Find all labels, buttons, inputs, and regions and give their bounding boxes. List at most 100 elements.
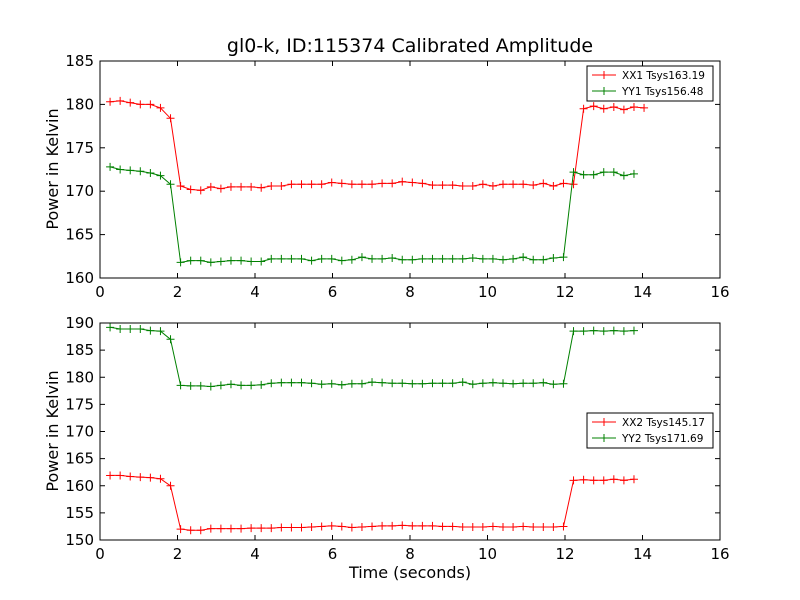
data-point-marker bbox=[448, 522, 457, 531]
data-point-marker bbox=[619, 476, 628, 485]
x-tick-label: 12 bbox=[555, 283, 574, 301]
data-point-marker bbox=[398, 379, 407, 388]
data-point-marker bbox=[368, 180, 377, 189]
data-point-marker bbox=[307, 180, 316, 189]
data-point-marker bbox=[478, 522, 487, 531]
data-point-marker bbox=[579, 104, 588, 113]
data-point-marker bbox=[287, 254, 296, 263]
data-point-marker bbox=[317, 180, 326, 189]
data-point-marker bbox=[327, 521, 336, 530]
data-point-marker bbox=[569, 168, 578, 177]
data-point-marker bbox=[226, 182, 235, 191]
data-point-marker bbox=[629, 326, 638, 335]
data-point-marker bbox=[499, 522, 507, 531]
data-point-marker bbox=[166, 180, 175, 189]
x-tick-label: 8 bbox=[405, 283, 415, 301]
data-point-marker bbox=[357, 379, 366, 388]
data-point-marker bbox=[579, 475, 588, 484]
x-tick-label: 16 bbox=[710, 545, 729, 563]
data-point-marker bbox=[146, 473, 155, 482]
data-point-marker bbox=[448, 379, 457, 388]
data-point-marker bbox=[337, 522, 346, 531]
x-tick-label: 10 bbox=[478, 545, 497, 563]
data-point-marker bbox=[388, 379, 397, 388]
data-point-marker bbox=[337, 256, 346, 265]
data-point-marker bbox=[347, 523, 356, 532]
data-point-marker bbox=[297, 378, 306, 387]
data-point-marker bbox=[428, 254, 437, 263]
data-point-marker bbox=[176, 181, 185, 190]
data-point-marker bbox=[106, 471, 115, 480]
legend-entry-label: YY1 Tsys156.48 bbox=[621, 86, 703, 98]
y-tick-label: 190 bbox=[65, 314, 94, 332]
legend-swatch-marker bbox=[600, 418, 608, 426]
data-point-marker bbox=[378, 378, 387, 387]
data-point-marker bbox=[388, 179, 397, 188]
y-tick-label: 155 bbox=[65, 504, 94, 522]
data-point-marker bbox=[509, 254, 518, 263]
data-point-marker bbox=[257, 183, 266, 192]
data-point-marker bbox=[579, 327, 588, 336]
data-point-marker bbox=[237, 524, 246, 533]
x-tick-label: 12 bbox=[555, 545, 574, 563]
data-point-marker bbox=[146, 326, 155, 335]
data-point-marker bbox=[327, 254, 336, 263]
data-point-marker bbox=[317, 254, 326, 263]
data-point-marker bbox=[629, 475, 638, 484]
data-point-marker bbox=[458, 522, 467, 531]
data-point-marker bbox=[458, 378, 467, 387]
data-point-marker bbox=[277, 378, 286, 387]
legend-entry-label: YY2 Tsys171.69 bbox=[621, 433, 703, 445]
data-point-marker bbox=[539, 179, 548, 188]
data-point-marker bbox=[589, 102, 598, 111]
data-point-marker bbox=[206, 258, 215, 267]
data-point-marker bbox=[408, 379, 417, 388]
data-point-marker bbox=[539, 522, 548, 531]
data-point-marker bbox=[176, 525, 185, 534]
data-point-marker bbox=[388, 521, 397, 530]
data-point-marker bbox=[226, 524, 235, 533]
y-axis-label-top: Power in Kelvin bbox=[43, 108, 62, 229]
data-point-marker bbox=[519, 180, 528, 189]
x-tick-label: 4 bbox=[250, 283, 260, 301]
data-point-marker bbox=[287, 523, 296, 532]
y-tick-label: 175 bbox=[65, 395, 94, 413]
x-tick-label: 10 bbox=[478, 283, 497, 301]
data-point-marker bbox=[136, 167, 145, 176]
data-point-marker bbox=[166, 114, 175, 123]
data-point-marker bbox=[166, 335, 175, 344]
data-point-marker bbox=[569, 180, 578, 189]
data-point-marker bbox=[448, 181, 457, 190]
data-point-marker bbox=[398, 521, 407, 530]
data-point-marker bbox=[206, 524, 215, 533]
data-point-marker bbox=[126, 472, 135, 481]
data-point-marker bbox=[509, 379, 518, 388]
data-point-marker bbox=[146, 100, 155, 109]
data-point-marker bbox=[206, 182, 215, 191]
data-point-marker bbox=[609, 103, 618, 112]
x-tick-label: 16 bbox=[710, 283, 729, 301]
data-point-marker bbox=[488, 522, 497, 531]
data-point-marker bbox=[549, 380, 558, 389]
data-point-marker bbox=[216, 381, 225, 390]
data-point-marker bbox=[529, 522, 538, 531]
data-point-marker bbox=[297, 523, 306, 532]
data-point-marker bbox=[529, 181, 538, 190]
data-point-marker bbox=[549, 181, 558, 190]
data-point-marker bbox=[337, 380, 346, 389]
data-point-marker bbox=[347, 180, 356, 189]
data-point-marker bbox=[327, 379, 336, 388]
data-point-marker bbox=[468, 380, 477, 389]
data-point-marker bbox=[629, 103, 638, 112]
data-point-marker bbox=[488, 181, 497, 190]
data-point-marker bbox=[539, 255, 548, 264]
data-point-marker bbox=[519, 522, 528, 531]
data-point-marker bbox=[196, 256, 205, 265]
legend-swatch-marker bbox=[600, 71, 608, 79]
data-point-marker bbox=[368, 254, 377, 263]
data-point-marker bbox=[468, 522, 477, 531]
data-point-marker bbox=[529, 379, 538, 388]
x-tick-label: 6 bbox=[328, 283, 338, 301]
data-point-marker bbox=[448, 254, 457, 263]
